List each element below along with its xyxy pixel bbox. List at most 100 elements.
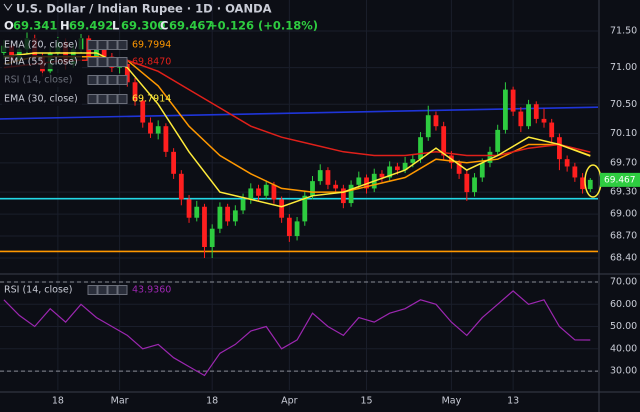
legend-name: RSI (14, close) <box>4 75 72 86</box>
candle-body <box>549 122 555 138</box>
legend-icon[interactable] <box>107 40 118 50</box>
candle-body <box>541 118 547 123</box>
legend-icon[interactable] <box>87 285 98 295</box>
candle-body <box>294 221 300 237</box>
candle-body <box>340 188 346 204</box>
candle-body <box>310 181 315 196</box>
legend-icon[interactable] <box>117 94 128 104</box>
candle-body <box>194 206 200 218</box>
candle-body <box>248 188 254 200</box>
candle-body <box>418 137 423 160</box>
legend-icon[interactable] <box>107 94 118 104</box>
candle-body <box>302 195 308 222</box>
candle-body <box>101 45 107 57</box>
candle-body <box>441 126 447 156</box>
grid <box>0 0 598 390</box>
candle-body <box>572 166 578 178</box>
candle-body <box>356 177 362 185</box>
candle-body <box>394 166 400 171</box>
legend-icon[interactable] <box>97 75 108 85</box>
candle-body <box>526 104 531 127</box>
y-tick-label: 71.50 <box>610 26 637 37</box>
legend-bg <box>2 92 82 106</box>
y-tick-label: 68.40 <box>610 252 637 263</box>
candle-body <box>364 177 369 189</box>
candle-body <box>325 170 331 185</box>
candle-body <box>232 210 238 222</box>
candle-body <box>479 162 485 178</box>
candle-body <box>163 126 169 152</box>
legend-name: EMA (30, close) <box>4 94 78 105</box>
candle-body <box>487 151 493 163</box>
x-tick-label: 18 <box>52 396 64 407</box>
readout-key: O <box>4 19 14 33</box>
collapse-icon[interactable] <box>3 3 13 11</box>
candle-body <box>263 184 269 196</box>
candle-body <box>464 173 470 193</box>
y-tick-label: 70.10 <box>610 128 637 139</box>
legend-icon[interactable] <box>97 285 108 295</box>
candle-body <box>503 89 508 130</box>
legend-icon[interactable] <box>87 94 98 104</box>
legend-icon[interactable] <box>107 57 118 67</box>
candle-body <box>402 162 408 171</box>
x-tick-label: Apr <box>281 396 298 407</box>
legend-icon[interactable] <box>87 57 98 67</box>
candle-body <box>564 159 570 167</box>
rsi-legend-value: 43.9360 <box>132 285 171 296</box>
candle-body <box>472 177 477 193</box>
legend-icon[interactable] <box>87 75 98 85</box>
legend-icon[interactable] <box>87 40 98 50</box>
change-value: +0.126 (+0.18%) <box>208 19 318 33</box>
legend-icon[interactable] <box>107 285 118 295</box>
candle-body <box>240 199 246 211</box>
candle-body <box>456 162 462 174</box>
y-tick-label: 70.50 <box>610 99 637 110</box>
y-tick-label: 71.00 <box>610 62 637 73</box>
candle-body <box>256 188 261 196</box>
candle-body <box>132 82 138 101</box>
legend-icon[interactable] <box>107 75 118 85</box>
candle-body <box>533 104 539 119</box>
candle-body <box>495 129 501 152</box>
candle-body <box>178 173 184 200</box>
candle-body <box>209 228 215 248</box>
candle-body <box>140 100 146 123</box>
candle-body <box>155 126 161 134</box>
legend-icon[interactable] <box>117 285 128 295</box>
rsi-tick-label: 50.00 <box>610 321 637 332</box>
candle-body <box>279 199 285 218</box>
y-tick-label: 69.30 <box>610 187 637 198</box>
rsi-tick-label: 70.00 <box>610 277 637 288</box>
candle-body <box>557 137 562 160</box>
candle-body <box>186 199 192 218</box>
candle-body <box>425 115 431 138</box>
legend-icon[interactable] <box>117 75 128 85</box>
candle-body <box>202 206 207 248</box>
readout-key: C <box>160 19 168 33</box>
rsi-tick-label: 40.00 <box>610 343 637 354</box>
candle-body <box>333 184 339 189</box>
legend-icon[interactable] <box>117 40 128 50</box>
price-tag-label: 69.467 <box>604 175 636 185</box>
legend-bg <box>2 73 82 87</box>
ema-line <box>3 52 591 208</box>
legend-icon[interactable] <box>97 40 108 50</box>
readout-value: 69.492 <box>69 19 113 33</box>
rsi-tick-label: 30.00 <box>610 366 637 377</box>
legend-value: 69.8470 <box>132 57 171 68</box>
readout-key: H <box>60 19 70 33</box>
legend-icon[interactable] <box>97 94 108 104</box>
readout-value: 69.300 <box>121 19 165 33</box>
candle-body <box>225 206 231 222</box>
legend-icon[interactable] <box>117 57 128 67</box>
legend-icon[interactable] <box>97 57 108 67</box>
candle-body <box>286 217 292 237</box>
x-tick-label: 15 <box>360 396 372 407</box>
x-tick-label: 18 <box>206 396 218 407</box>
legend-value: 69.7914 <box>132 94 171 105</box>
y-tick-label: 68.70 <box>610 231 637 242</box>
